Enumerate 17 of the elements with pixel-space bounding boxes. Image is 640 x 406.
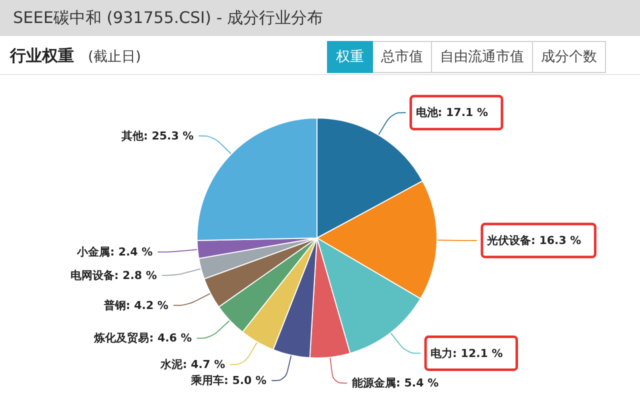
slice-label: 电网设备: 2.8 %	[70, 268, 157, 282]
tab-button[interactable]: 自由流通市值	[432, 41, 533, 73]
slice-label: 炼化及贸易: 4.6 %	[93, 332, 192, 345]
slice-label: 普钢: 4.2 %	[102, 298, 168, 312]
slice-label: 光伏设备: 16.3 %	[486, 234, 582, 248]
slice-label: 乘用车: 5.0 %	[190, 374, 267, 388]
slice-label: 电力: 12.1 %	[430, 346, 503, 360]
slice-label: 其他: 25.3 %	[120, 129, 194, 142]
chart-subtitle: 行业权重	[10, 46, 74, 67]
slice-label: 电池: 17.1 %	[416, 106, 488, 120]
tab-button[interactable]: 成分个数	[533, 41, 606, 73]
slice-label: 水泥: 4.7 %	[160, 358, 226, 372]
slice-label: 能源金属: 5.4 %	[352, 376, 439, 390]
tab-button[interactable]: 总市值	[373, 41, 432, 73]
chart-title: SEEE碳中和 (931755.CSI) - 成分行业分布	[13, 8, 324, 29]
text: (截止日)	[88, 48, 141, 66]
slice-label: 小金属: 2.4 %	[76, 245, 153, 258]
